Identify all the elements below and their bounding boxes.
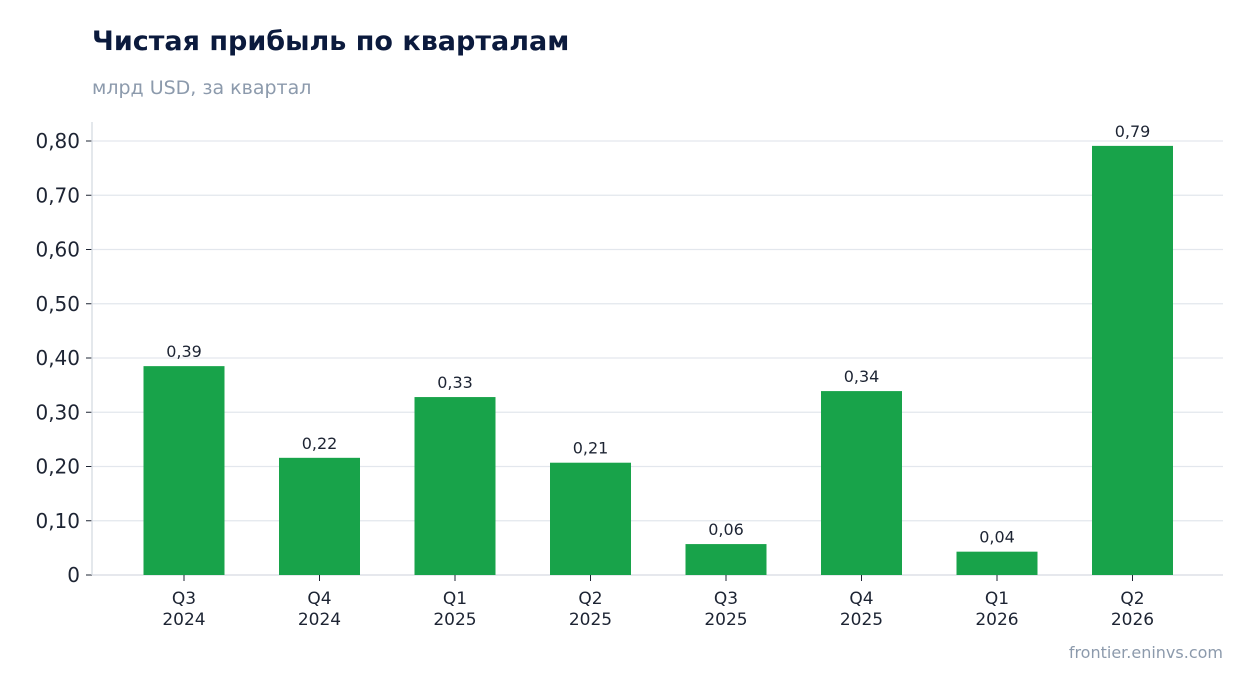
x-tick-label-year: 2025 — [569, 610, 612, 630]
y-tick-label: 0,80 — [35, 129, 80, 153]
data-label: 0,79 — [1115, 122, 1151, 141]
data-label: 0,04 — [979, 528, 1015, 547]
data-label: 0,34 — [844, 367, 880, 386]
x-tick-label-quarter: Q1 — [985, 589, 1009, 609]
bar — [414, 397, 496, 575]
chart-subtitle: млрд USD, за квартал — [92, 77, 312, 99]
x-tick-label-year: 2024 — [162, 610, 205, 630]
x-tick-label-year: 2026 — [1111, 610, 1154, 630]
x-tick-label-quarter: Q4 — [307, 589, 331, 609]
data-label: 0,39 — [166, 342, 202, 361]
x-tick-label-year: 2025 — [433, 610, 476, 630]
data-label: 0,06 — [708, 520, 744, 539]
y-tick-label: 0,30 — [35, 400, 80, 424]
bars — [143, 145, 1173, 575]
source-credit: frontier.eninvs.com — [1068, 643, 1223, 662]
x-tick-label-year: 2025 — [704, 610, 747, 630]
x-tick-label-quarter: Q4 — [849, 589, 873, 609]
x-tick-label-year: 2025 — [840, 610, 883, 630]
bar — [143, 366, 225, 575]
data-label: 0,33 — [437, 373, 473, 392]
y-tick-label: 0,50 — [35, 292, 80, 316]
y-tick-label: 0,70 — [35, 183, 80, 207]
labels: 00,100,200,300,400,500,600,700,800,39Q32… — [35, 122, 1154, 630]
y-tick-label: 0,40 — [35, 346, 80, 370]
data-label: 0,21 — [573, 439, 609, 458]
y-tick-label: 0,60 — [35, 238, 80, 262]
bar — [279, 457, 360, 575]
axes — [86, 122, 1223, 581]
bar — [1092, 145, 1173, 575]
x-tick-label-quarter: Q2 — [1120, 589, 1144, 609]
y-tick-label: 0,20 — [35, 455, 80, 479]
bar — [550, 462, 631, 575]
x-tick-label-year: 2026 — [975, 610, 1018, 630]
bar — [821, 391, 902, 575]
grid-lines — [92, 140, 1223, 522]
y-tick-label: 0 — [67, 563, 80, 587]
y-tick-label: 0,10 — [35, 509, 80, 533]
x-tick-label-quarter: Q3 — [714, 589, 738, 609]
x-tick-label-quarter: Q2 — [578, 589, 602, 609]
x-tick-label-year: 2024 — [298, 610, 341, 630]
x-tick-label-quarter: Q1 — [443, 589, 467, 609]
bar — [956, 551, 1038, 575]
data-label: 0,22 — [302, 434, 338, 453]
chart-title: Чистая прибыль по кварталам — [92, 26, 570, 57]
x-tick-label-quarter: Q3 — [172, 589, 196, 609]
bar — [685, 544, 767, 575]
